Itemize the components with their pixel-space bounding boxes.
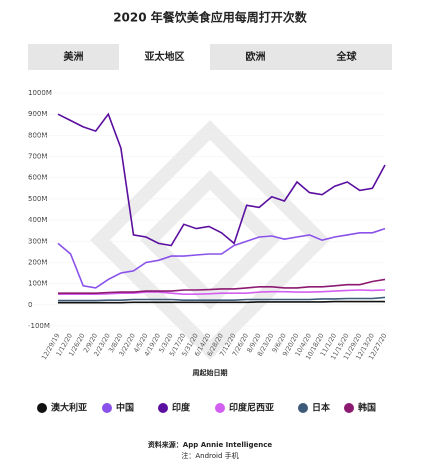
legend-label: 韩国 xyxy=(358,402,376,414)
series-line xyxy=(58,296,386,302)
series-line xyxy=(58,289,386,295)
legend-marker xyxy=(215,403,225,413)
tab[interactable]: 美洲 xyxy=(64,50,84,63)
legend-marker xyxy=(344,403,354,413)
tab[interactable]: 亚太地区 xyxy=(145,50,185,63)
note: 注：Android 手机 xyxy=(181,451,238,460)
x-axis-title: 周起始日期 xyxy=(193,368,228,377)
legend-label: 印度尼西亚 xyxy=(229,402,274,414)
tab[interactable]: 全球 xyxy=(336,50,358,63)
tab[interactable]: 欧洲 xyxy=(246,50,266,63)
legend-label: 印度 xyxy=(172,402,191,414)
legend-label: 澳大利亚 xyxy=(51,402,87,414)
legend-label: 日本 xyxy=(312,402,331,414)
watermark xyxy=(90,120,330,360)
series-line xyxy=(57,227,386,289)
legend-marker xyxy=(298,403,308,413)
series-line xyxy=(58,278,386,294)
legend-marker xyxy=(37,403,47,413)
active-tab xyxy=(119,44,210,70)
series-line xyxy=(58,300,385,304)
legend-label: 中国 xyxy=(116,402,134,414)
series-line xyxy=(57,112,386,247)
legend-marker xyxy=(102,403,112,413)
source: 资料来源：App Annie Intelligence xyxy=(148,440,273,449)
chart-title: 2020 年餐饮美食应用每周打开次数 xyxy=(113,10,308,25)
legend-marker xyxy=(158,403,168,413)
